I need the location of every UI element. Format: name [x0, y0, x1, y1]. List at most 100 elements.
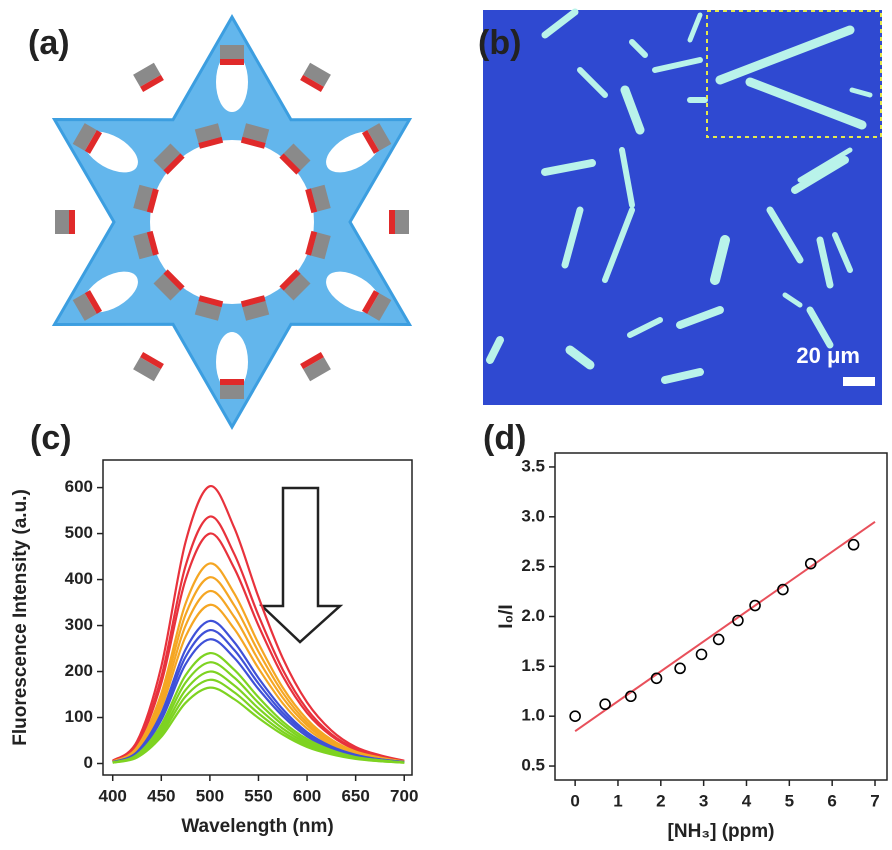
gray-unit — [395, 210, 409, 234]
gray-unit — [153, 143, 181, 171]
rod — [627, 317, 663, 338]
fit-line — [574, 520, 876, 732]
rod — [806, 306, 834, 349]
panel-label: (b) — [478, 24, 521, 62]
panel-label: (c) — [30, 419, 72, 457]
x-tick-label: 0 — [570, 791, 579, 810]
rod — [849, 87, 873, 98]
rod — [565, 345, 595, 370]
x-tick-label: 6 — [827, 791, 836, 810]
gray-unit — [55, 210, 69, 234]
micrograph-background — [483, 10, 882, 405]
data-point — [777, 583, 789, 596]
small-pore — [83, 271, 138, 313]
y-tick-label: 300 — [65, 615, 93, 634]
y-tick-label: 3.0 — [521, 506, 545, 525]
x-axis-title: Wavelength (nm) — [181, 816, 333, 837]
rod — [687, 12, 703, 43]
y-tick-label: 600 — [65, 477, 93, 496]
gray-unit — [310, 184, 331, 212]
rod — [710, 235, 730, 285]
x-axis-title: [NH₃] (ppm) — [668, 821, 775, 842]
gray-unit — [303, 62, 331, 87]
x-tick-label: 2 — [656, 791, 665, 810]
gray-unit — [153, 273, 181, 301]
red-unit — [361, 290, 380, 314]
data-point — [674, 662, 686, 675]
rod — [791, 156, 849, 194]
y-tick-label: 0.5 — [521, 756, 545, 775]
gray-unit — [133, 232, 154, 260]
data-point — [804, 557, 817, 570]
gray-unit — [283, 143, 311, 171]
x-tick-label: 1 — [613, 791, 622, 810]
red-unit — [220, 59, 244, 65]
red-unit — [146, 230, 159, 256]
red-unit — [300, 351, 324, 370]
gray-unit — [242, 123, 270, 144]
rod — [541, 159, 596, 176]
gray-unit — [367, 123, 392, 151]
structure-illustration — [51, 13, 413, 431]
rod — [602, 207, 635, 283]
spectrum-line — [112, 532, 405, 763]
red-unit — [279, 153, 301, 175]
y-tick-label: 3.5 — [521, 456, 545, 475]
plot-frame — [102, 459, 413, 776]
gray-unit — [220, 45, 244, 59]
y-axis-title: I₀/I — [496, 604, 517, 628]
panel-label: (d) — [483, 419, 526, 457]
red-unit — [69, 210, 75, 234]
arrow-shape — [258, 486, 344, 644]
x-tick-label: 4 — [742, 791, 752, 810]
data-point — [625, 690, 637, 703]
gray-unit — [310, 232, 331, 260]
inset-frame — [706, 10, 882, 138]
red-unit — [220, 379, 244, 385]
gray-unit — [133, 357, 161, 382]
data-point — [749, 599, 761, 612]
rod — [676, 306, 724, 329]
y-tick-label: 500 — [65, 523, 93, 542]
red-unit — [84, 290, 103, 314]
red-unit — [240, 136, 266, 149]
rod — [797, 147, 853, 183]
x-tick-label: 3 — [699, 791, 708, 810]
rod — [766, 206, 804, 264]
data-point — [599, 698, 611, 711]
y-tick-label: 100 — [65, 707, 93, 726]
rods — [486, 8, 873, 384]
x-tick-label: 700 — [390, 786, 418, 805]
gray-unit — [220, 385, 244, 399]
rod — [620, 85, 645, 135]
rod — [541, 8, 579, 39]
red-unit — [84, 130, 103, 154]
gray-unit — [133, 62, 161, 87]
gray-unit — [242, 300, 270, 321]
red-unit — [389, 210, 395, 234]
gray-unit — [133, 184, 154, 212]
data-point — [712, 633, 725, 646]
x-tick-label: 600 — [293, 786, 321, 805]
x-tick-label: 400 — [99, 786, 127, 805]
rod — [619, 147, 635, 208]
y-tick-label: 200 — [65, 661, 93, 680]
red-unit — [198, 136, 224, 149]
rod — [486, 336, 504, 364]
x-tick-label: 5 — [785, 791, 794, 810]
red-unit — [305, 188, 318, 214]
gray-unit — [194, 123, 222, 144]
data-point — [732, 614, 744, 627]
red-unit — [198, 295, 224, 308]
red-unit — [146, 188, 159, 214]
small-pore — [326, 271, 381, 313]
y-tick-label: 1.5 — [521, 656, 545, 675]
scale-bar — [843, 377, 875, 386]
micrograph: 20 μm — [483, 8, 882, 405]
red-unit — [140, 351, 164, 370]
y-tick-label: 2.5 — [521, 556, 545, 575]
pore — [150, 140, 314, 304]
decrease-arrow — [258, 486, 344, 644]
small-pore — [216, 52, 248, 112]
